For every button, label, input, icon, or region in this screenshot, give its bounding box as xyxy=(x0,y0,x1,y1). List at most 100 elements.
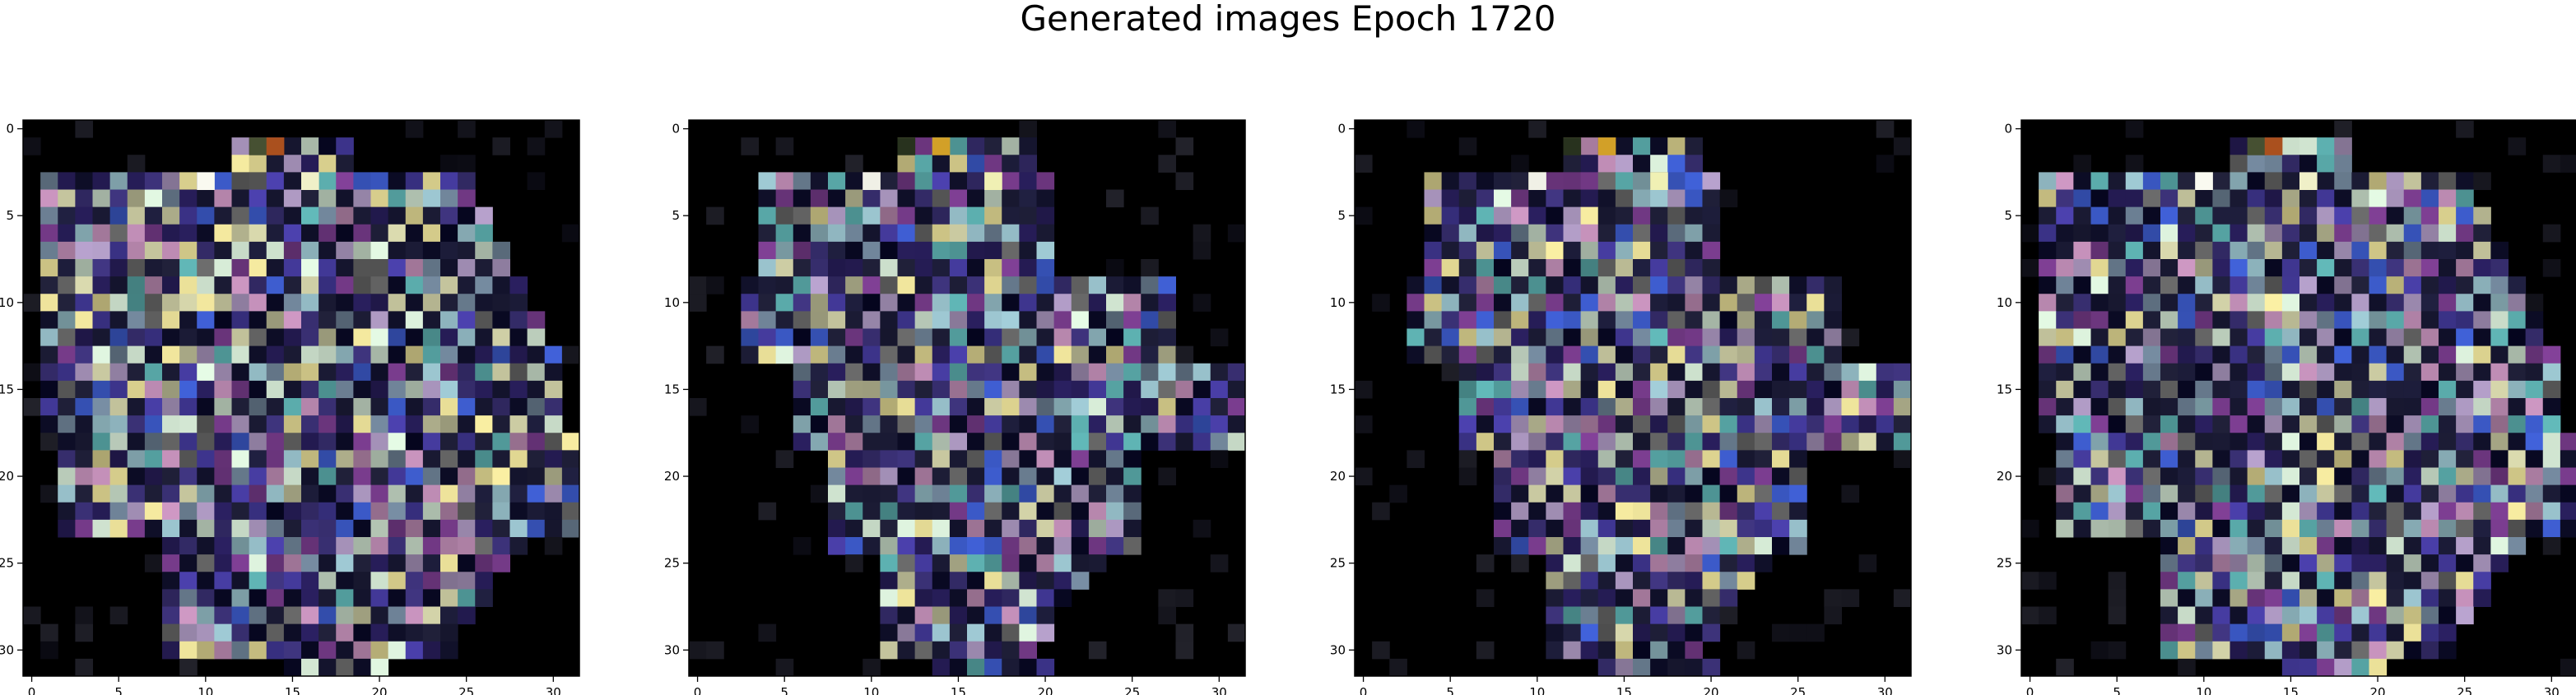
pixel xyxy=(793,189,811,208)
pixel xyxy=(162,484,180,503)
pixel xyxy=(319,519,337,538)
pixel xyxy=(949,502,968,521)
pixel xyxy=(388,572,407,590)
pixel xyxy=(775,450,794,468)
pixel xyxy=(775,189,794,208)
pixel xyxy=(1858,554,1877,572)
pixel xyxy=(1355,206,1373,225)
pixel xyxy=(1737,276,1755,294)
pixel xyxy=(283,502,302,521)
pixel xyxy=(1754,519,1773,538)
pixel xyxy=(2439,623,2457,642)
pixel xyxy=(2125,433,2144,451)
pixel xyxy=(863,433,881,451)
pixel xyxy=(2369,433,2388,451)
pixel xyxy=(1441,241,1460,260)
pixel xyxy=(845,206,863,225)
pixel xyxy=(2473,519,2491,538)
pixel xyxy=(1002,294,1020,312)
pixel xyxy=(2212,241,2230,260)
pixel xyxy=(1106,259,1124,277)
pixel xyxy=(231,345,250,364)
pixel xyxy=(2334,658,2352,677)
pixel xyxy=(231,189,250,208)
pixel xyxy=(492,276,510,294)
pixel xyxy=(1597,589,1616,607)
pixel xyxy=(1106,450,1124,468)
pixel xyxy=(197,363,215,382)
pixel xyxy=(2264,345,2283,364)
pixel xyxy=(2264,137,2283,155)
pixel xyxy=(1546,519,1564,538)
pixel xyxy=(2195,484,2213,503)
pixel xyxy=(1002,537,1020,555)
pixel xyxy=(1615,363,1634,382)
pixel xyxy=(1563,345,1582,364)
pixel xyxy=(984,294,1002,312)
pixel xyxy=(1597,137,1616,155)
pixel xyxy=(2351,311,2369,329)
pixel xyxy=(179,554,198,572)
pixel xyxy=(1615,589,1634,607)
pixel xyxy=(793,311,811,329)
pixel xyxy=(1494,206,1512,225)
pixel xyxy=(2090,502,2109,521)
pixel xyxy=(509,276,528,294)
pixel xyxy=(109,363,128,382)
pixel xyxy=(1511,259,1529,277)
pixel xyxy=(440,380,458,399)
pixel xyxy=(1546,380,1564,399)
pixel xyxy=(162,380,180,399)
pixel xyxy=(2142,380,2161,399)
pixel xyxy=(1633,398,1651,416)
pixel xyxy=(897,641,916,660)
pixel xyxy=(283,345,302,364)
pixel xyxy=(2264,537,2283,555)
pixel xyxy=(1210,415,1229,433)
pixel xyxy=(1528,206,1546,225)
pixel xyxy=(1210,380,1229,399)
pixel xyxy=(1633,484,1651,503)
pixel xyxy=(2369,259,2388,277)
pixel xyxy=(2178,345,2196,364)
pixel xyxy=(845,519,863,538)
pixel xyxy=(2281,276,2300,294)
pixel xyxy=(1580,276,1599,294)
pixel xyxy=(1528,519,1546,538)
pixel xyxy=(1546,345,1564,364)
pixel xyxy=(984,537,1002,555)
pixel xyxy=(1123,328,1142,347)
pixel xyxy=(2473,172,2491,190)
pixel xyxy=(2281,189,2300,208)
pixel xyxy=(353,259,371,277)
pixel xyxy=(2439,641,2457,660)
pixel xyxy=(336,276,354,294)
pixel xyxy=(2281,380,2300,399)
pixel xyxy=(1563,398,1582,416)
pixel xyxy=(1772,467,1790,486)
pixel xyxy=(2125,398,2144,416)
pixel xyxy=(2473,554,2491,572)
pixel xyxy=(793,537,811,555)
pixel xyxy=(1019,345,1037,364)
pixel xyxy=(1650,433,1668,451)
pixel xyxy=(266,484,285,503)
pixel xyxy=(1633,572,1651,590)
pixel xyxy=(845,537,863,555)
pixel xyxy=(2073,206,2091,225)
pixel xyxy=(2178,450,2196,468)
pixel xyxy=(2195,623,2213,642)
pixel xyxy=(109,502,128,521)
pixel xyxy=(2281,415,2300,433)
pixel xyxy=(440,554,458,572)
pixel xyxy=(1667,433,1686,451)
pixel xyxy=(897,172,916,190)
pixel xyxy=(897,467,916,486)
pixel xyxy=(1458,363,1477,382)
pixel xyxy=(527,398,546,416)
pixel xyxy=(2317,484,2335,503)
pixel xyxy=(2264,467,2283,486)
pixel xyxy=(388,311,407,329)
pixel xyxy=(458,224,476,243)
pixel xyxy=(353,380,371,399)
